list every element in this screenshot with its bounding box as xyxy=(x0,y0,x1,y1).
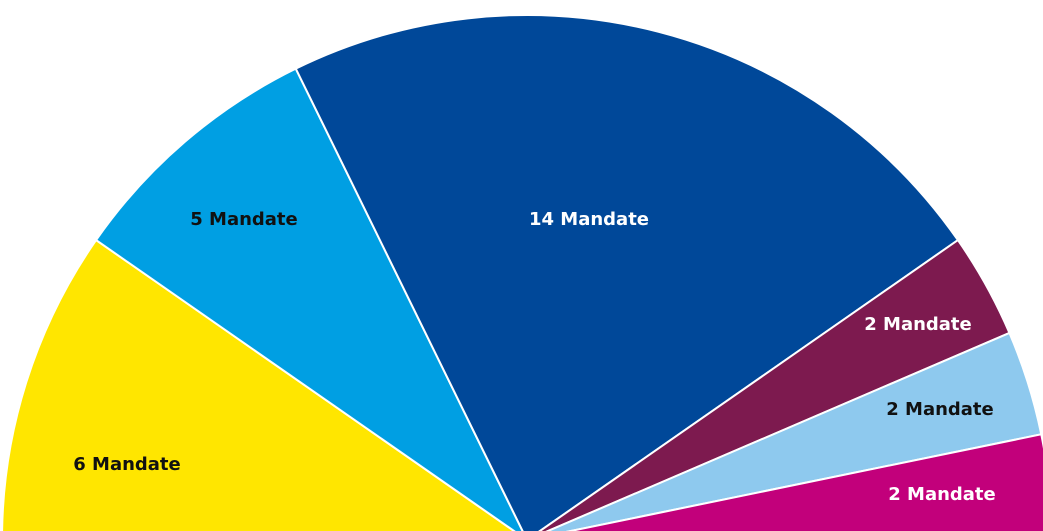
pie-slice-1 xyxy=(1,238,516,531)
slice-label-1: 6 Mandate xyxy=(73,454,181,475)
slice-label-2: 5 Mandate xyxy=(190,209,298,230)
slice-label-6: 2 Mandate xyxy=(888,484,996,505)
pie-slice-3 xyxy=(294,14,960,531)
pie-slice-2 xyxy=(94,67,524,531)
slice-label-4: 2 Mandate xyxy=(864,314,972,335)
slice-label-5: 2 Mandate xyxy=(886,399,994,420)
labels-group: 6 Mandate 5 Mandate 14 Mandate 2 Mandate 2 M… xyxy=(73,209,996,505)
slice-label-3: 14 Mandate xyxy=(529,209,649,230)
pie-slice-6 xyxy=(565,433,1043,531)
slices-group xyxy=(1,14,1043,531)
